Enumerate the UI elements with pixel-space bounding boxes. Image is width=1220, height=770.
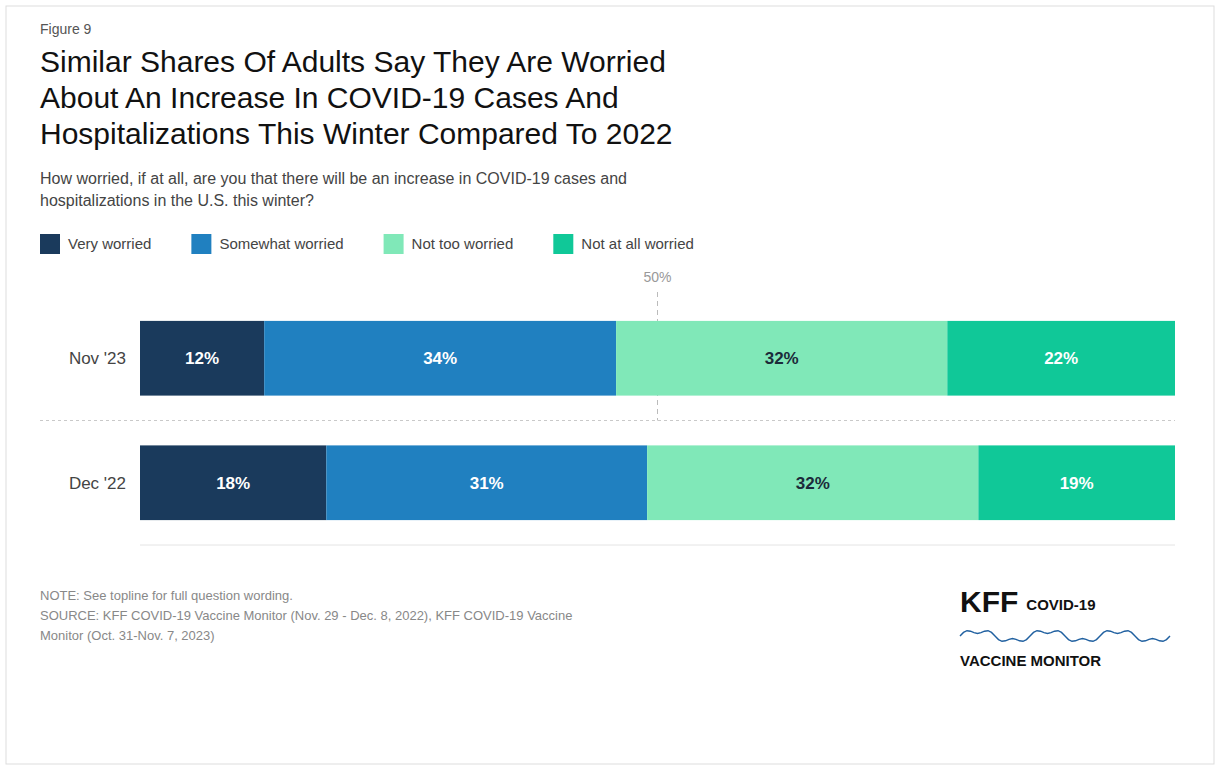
data-label: 18%: [216, 474, 250, 493]
x-axis-line: [140, 545, 1175, 546]
logo-text: VACCINE MONITOR: [960, 652, 1101, 669]
legend-label: Not at all worried: [581, 235, 694, 252]
data-label: 32%: [796, 474, 830, 493]
data-labels: 12% 34% 32% 22% 18% 31% 32% 19%: [185, 349, 1094, 493]
bar-segment: [647, 445, 978, 520]
y-tick-label: Nov '23: [69, 349, 126, 368]
bar-segment: [947, 321, 1175, 396]
note: NOTE: See topline for full question word…: [40, 588, 572, 643]
legend-swatch: [191, 234, 211, 254]
legend-swatch: [553, 234, 573, 254]
title-line: About An Increase In COVID-19 Cases And: [40, 81, 619, 114]
subtitle-line: How worried, if at all, are you that the…: [40, 170, 627, 187]
data-label: 12%: [185, 349, 219, 368]
bar-segment: [326, 445, 647, 520]
reference-label: 50%: [643, 269, 671, 285]
data-label: 32%: [765, 349, 799, 368]
note-line: Monitor (Oct. 31-Nov. 7, 2023): [40, 628, 215, 643]
figure-label: Figure 9: [40, 21, 92, 37]
title-line: Hospitalizations This Winter Compared To…: [40, 117, 673, 150]
legend-label: Very worried: [68, 235, 151, 252]
bar-segment: [264, 321, 616, 396]
legend: Very worried Somewhat worried Not too worr…: [40, 234, 694, 254]
bar-segment: [140, 321, 264, 396]
data-label: 31%: [470, 474, 504, 493]
legend-swatch: [384, 234, 404, 254]
data-label: 22%: [1044, 349, 1078, 368]
legend-label: Somewhat worried: [219, 235, 343, 252]
title: Similar Shares Of Adults Say They Are Wo…: [40, 45, 673, 150]
logo-text: COVID-19: [1026, 596, 1095, 613]
logo-text: KFF: [960, 585, 1018, 618]
data-label: 34%: [423, 349, 457, 368]
bars: [140, 321, 1175, 520]
y-tick-label: Dec '22: [69, 474, 126, 493]
separator: [40, 420, 1175, 421]
bar-segment: [140, 445, 326, 520]
note-line: NOTE: See topline for full question word…: [40, 588, 293, 603]
data-label: 19%: [1060, 474, 1094, 493]
legend-label: Not too worried: [412, 235, 514, 252]
subtitle: How worried, if at all, are you that the…: [40, 170, 627, 209]
bar-segment: [978, 445, 1175, 520]
subtitle-line: hospitalizations in the U.S. this winter…: [40, 192, 314, 209]
chart: Figure 9 Similar Shares Of Adults Say The…: [0, 0, 1220, 770]
title-line: Similar Shares Of Adults Say They Are Wo…: [40, 45, 666, 78]
note-line: SOURCE: KFF COVID-19 Vaccine Monitor (No…: [40, 608, 572, 623]
legend-swatch: [40, 234, 60, 254]
bar-segment: [616, 321, 947, 396]
frame: [6, 6, 1214, 764]
logo-wave: [960, 631, 1170, 642]
